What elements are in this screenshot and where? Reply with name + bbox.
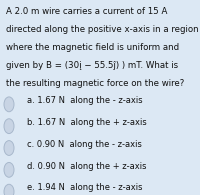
- Text: A 2.0 m wire carries a current of 15 A: A 2.0 m wire carries a current of 15 A: [6, 7, 167, 16]
- Ellipse shape: [4, 184, 14, 195]
- Text: b. 1.67 N  along the + z-axis: b. 1.67 N along the + z-axis: [27, 118, 147, 127]
- Text: the resulting magnetic force on the wire?: the resulting magnetic force on the wire…: [6, 79, 184, 88]
- Text: directed along the positive x-axis in a region: directed along the positive x-axis in a …: [6, 25, 199, 34]
- Ellipse shape: [4, 97, 14, 112]
- Text: a. 1.67 N  along the - z-axis: a. 1.67 N along the - z-axis: [27, 96, 143, 105]
- Text: given by B = (30į − 55.5ĵ) ) mT. What is: given by B = (30į − 55.5ĵ) ) mT. What is: [6, 61, 178, 70]
- Ellipse shape: [4, 119, 14, 134]
- Text: e. 1.94 N  along the - z-axis: e. 1.94 N along the - z-axis: [27, 183, 142, 192]
- Ellipse shape: [4, 141, 14, 155]
- Text: where the magnetic field is uniform and: where the magnetic field is uniform and: [6, 43, 179, 52]
- Ellipse shape: [4, 162, 14, 177]
- Text: d. 0.90 N  along the + z-axis: d. 0.90 N along the + z-axis: [27, 162, 146, 171]
- Text: c. 0.90 N  along the - z-axis: c. 0.90 N along the - z-axis: [27, 140, 142, 149]
